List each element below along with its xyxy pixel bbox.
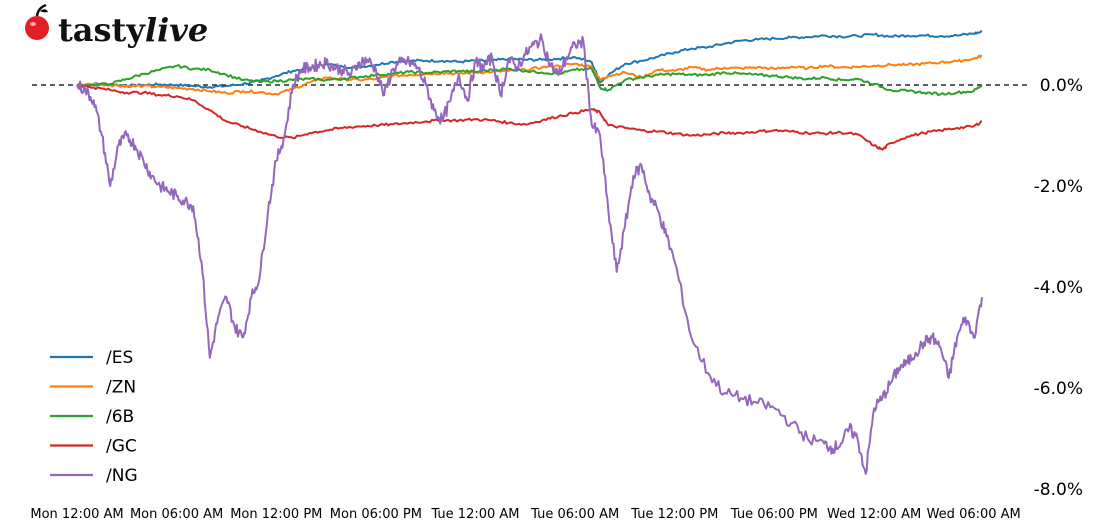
legend-label: /NG bbox=[106, 466, 138, 486]
series-line-ng bbox=[76, 33, 983, 475]
x-tick-label: Mon 06:00 PM bbox=[330, 507, 422, 522]
x-tick-label: Tue 12:00 PM bbox=[630, 507, 718, 522]
legend-label: /6B bbox=[106, 407, 134, 427]
series-line-zn bbox=[76, 54, 983, 96]
x-tick-label: Mon 12:00 PM bbox=[230, 507, 322, 522]
logo-wordmark: tastylive bbox=[58, 11, 208, 49]
y-tick-label: -8.0% bbox=[1034, 480, 1083, 500]
legend-label: /GC bbox=[106, 437, 137, 457]
x-tick-label: Mon 06:00 AM bbox=[130, 507, 223, 522]
x-tick-label: Tue 12:00 AM bbox=[430, 507, 519, 522]
tastylive-logo: tastylive bbox=[25, 3, 208, 49]
series-line-es bbox=[76, 30, 983, 89]
y-tick-label: 0.0% bbox=[1040, 76, 1083, 96]
x-tick-label: Wed 12:00 AM bbox=[827, 507, 921, 522]
x-tick-label: Wed 06:00 AM bbox=[927, 507, 1021, 522]
series-line-6b bbox=[76, 64, 983, 97]
y-tick-label: -4.0% bbox=[1034, 278, 1083, 298]
y-tick-label: -6.0% bbox=[1034, 379, 1083, 399]
cherry-icon bbox=[25, 3, 49, 40]
series-layer bbox=[76, 30, 983, 475]
x-tick-label: Tue 06:00 AM bbox=[530, 507, 619, 522]
logo-tasty: tasty bbox=[58, 11, 146, 49]
x-tick-label: Mon 12:00 AM bbox=[30, 507, 123, 522]
series-line-gc bbox=[76, 84, 983, 151]
y-axis-ticks: 0.0% -2.0% -4.0% -6.0% -8.0% bbox=[1034, 76, 1083, 500]
y-tick-label: -2.0% bbox=[1034, 177, 1083, 197]
legend-label: /ZN bbox=[106, 378, 136, 398]
logo-live: live bbox=[145, 11, 208, 49]
legend: /ES/ZN/6B/GC/NG bbox=[50, 348, 138, 486]
x-tick-label: Tue 06:00 PM bbox=[730, 507, 818, 522]
legend-label: /ES bbox=[106, 348, 133, 368]
x-axis-ticks: Mon 12:00 AM Mon 06:00 AM Mon 12:00 PM Mon … bbox=[30, 507, 1020, 522]
